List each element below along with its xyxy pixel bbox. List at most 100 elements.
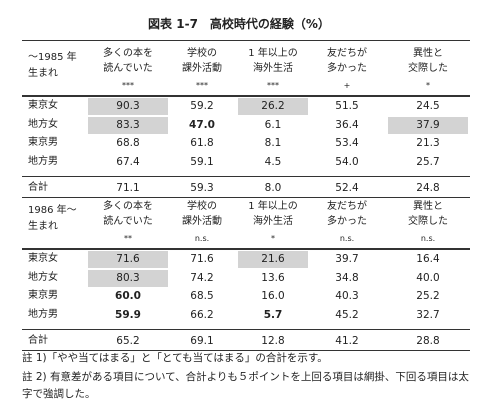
significance: *** — [196, 81, 208, 90]
significance: * — [426, 81, 430, 90]
cell: 6.1 — [264, 118, 282, 131]
cell: 12.8 — [261, 335, 285, 347]
shade — [88, 98, 168, 115]
cell: 69.1 — [190, 335, 214, 347]
shade — [238, 251, 308, 268]
cell: 40.0 — [416, 271, 440, 284]
column-header: 多くの本を — [103, 201, 153, 212]
cell: 39.7 — [335, 253, 359, 265]
cell: 71.1 — [116, 182, 140, 194]
cell: 68.5 — [190, 290, 214, 302]
shade — [88, 251, 168, 268]
column-header: 異性と — [413, 48, 443, 59]
column-header: 多かった — [327, 216, 367, 227]
cell: 4.5 — [264, 155, 282, 168]
cell: 80.3 — [116, 271, 140, 284]
row-label: 東京女 — [28, 253, 58, 264]
cell: 71.6 — [190, 253, 214, 265]
shade — [238, 98, 308, 115]
column-header: 課外活動 — [182, 216, 222, 227]
cell: 8.1 — [264, 137, 282, 149]
cell: 68.8 — [116, 137, 140, 149]
row-label: 地方女 — [28, 271, 58, 283]
cell: 65.2 — [116, 335, 140, 347]
row-label: 地方女 — [28, 118, 58, 130]
note: 註 1)「やや当てはまる」と「とても当てはまる」の合計を示す。 — [22, 352, 328, 364]
cell: 52.4 — [335, 182, 359, 194]
rule — [22, 248, 470, 250]
cell: 59.2 — [190, 100, 214, 112]
cell: 59.3 — [190, 182, 214, 194]
panel-label: 生まれ — [28, 221, 58, 232]
rule — [22, 197, 470, 198]
column-header: 1 年以上の — [248, 201, 298, 212]
significance: * — [271, 234, 275, 243]
cell: 21.3 — [416, 137, 440, 149]
column-header: 読んでいた — [103, 216, 153, 227]
cell: 53.4 — [335, 137, 359, 149]
cell: 60.0 — [115, 290, 141, 302]
cell: 40.3 — [335, 290, 359, 302]
cell: 5.7 — [263, 308, 283, 321]
significance: *** — [267, 81, 279, 90]
cell: 13.6 — [261, 271, 285, 284]
significance: *** — [122, 81, 134, 90]
cell: 25.2 — [416, 290, 440, 302]
rule — [22, 95, 470, 97]
column-header: 1 年以上の — [248, 48, 298, 59]
cell: 45.2 — [335, 308, 359, 321]
note: 註 2) 有意差がある項目について、合計よりも５ポイントを上回る項目は網掛、下回… — [22, 371, 469, 400]
cell: 47.0 — [189, 118, 215, 131]
cell: 54.0 — [335, 155, 359, 168]
column-header: 学校の — [187, 201, 217, 212]
cell: 28.8 — [416, 335, 440, 347]
shade — [88, 116, 168, 134]
row-label: 地方男 — [28, 155, 58, 167]
cell: 34.8 — [335, 271, 359, 284]
column-header: 多くの本を — [103, 48, 153, 59]
cell: 16.0 — [261, 290, 285, 302]
cell: 16.4 — [416, 253, 440, 265]
shade — [388, 116, 468, 134]
column-header: 友だちが — [327, 201, 367, 212]
cell: 37.9 — [416, 118, 440, 131]
column-header: 海外生活 — [253, 63, 293, 74]
column-header: 海外生活 — [253, 216, 293, 227]
row-label: 地方男 — [28, 308, 58, 320]
significance: n.s. — [339, 234, 355, 243]
cell: 66.2 — [190, 308, 214, 321]
cell: 24.8 — [416, 182, 440, 194]
cell: 51.5 — [335, 100, 359, 112]
column-header: 課外活動 — [182, 63, 222, 74]
significance: ** — [124, 234, 132, 243]
cell: 74.2 — [190, 271, 214, 284]
cell: 67.4 — [116, 155, 140, 168]
significance: + — [343, 81, 351, 90]
cell: 36.4 — [335, 118, 359, 131]
column-header: 多かった — [327, 63, 367, 74]
cell: 26.2 — [261, 100, 285, 112]
cell: 32.7 — [416, 308, 440, 321]
cell: 83.3 — [116, 118, 140, 131]
title: 図表 1-7 高校時代の経験（%） — [148, 17, 330, 31]
significance: n.s. — [420, 234, 436, 243]
column-header: 異性と — [413, 201, 443, 212]
cell: 21.6 — [261, 253, 285, 265]
row-label: 東京女 — [28, 100, 58, 111]
cell: 90.3 — [116, 100, 140, 112]
column-header: 友だちが — [327, 48, 367, 59]
cell: 24.5 — [416, 100, 440, 112]
row-label: 合計 — [28, 182, 48, 193]
column-header: 学校の — [187, 48, 217, 59]
cell: 8.0 — [264, 182, 282, 194]
cell: 59.1 — [190, 155, 214, 168]
rule — [22, 176, 470, 177]
shade — [88, 269, 168, 287]
column-header: 交際した — [408, 63, 448, 74]
panel-label: ～1985 年 — [28, 52, 77, 63]
panel-label: 1986 年～ — [28, 205, 77, 216]
significance: n.s. — [194, 234, 210, 243]
rule — [22, 329, 470, 330]
cell: 25.7 — [416, 155, 440, 168]
